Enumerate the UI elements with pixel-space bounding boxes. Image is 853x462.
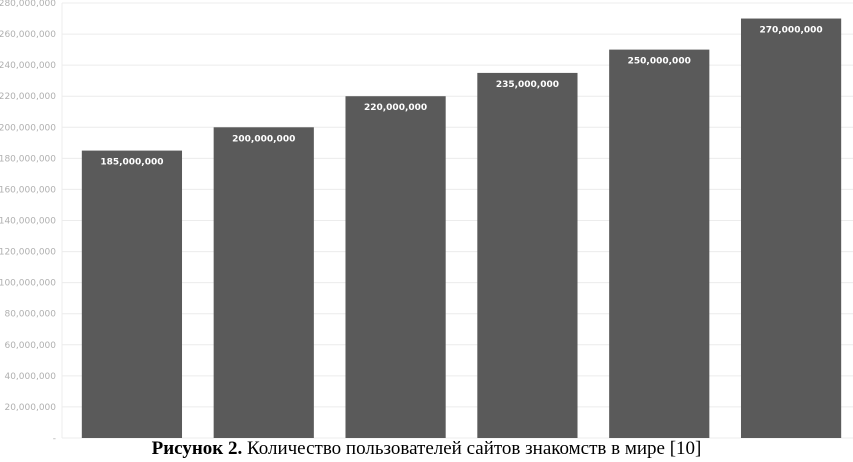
y-tick-label: 160,000,000 <box>0 185 56 195</box>
y-tick-label: 140,000,000 <box>0 217 56 227</box>
data-label: 270,000,000 <box>759 26 822 36</box>
bar <box>609 49 710 438</box>
data-label: 220,000,000 <box>364 103 427 113</box>
caption-label: Рисунок 2. <box>151 438 243 459</box>
y-tick-label: 40,000,000 <box>4 372 56 382</box>
bar <box>213 127 314 439</box>
data-label: 250,000,000 <box>628 57 691 67</box>
y-tick-label: 240,000,000 <box>0 61 56 71</box>
y-tick-label: 120,000,000 <box>0 248 56 258</box>
bar <box>345 96 446 438</box>
y-tick-label: 60,000,000 <box>4 341 56 351</box>
y-tick-label: 220,000,000 <box>0 92 56 102</box>
y-tick-label: - <box>53 434 56 444</box>
figure-caption: Рисунок 2. Количество пользователей сайт… <box>0 438 853 460</box>
data-label: 200,000,000 <box>232 134 295 144</box>
bar <box>477 72 578 439</box>
y-tick-label: 260,000,000 <box>0 30 56 40</box>
bar <box>740 18 842 439</box>
y-tick-label: 100,000,000 <box>0 279 56 289</box>
caption-text: Количество пользователей сайтов знакомст… <box>242 438 702 459</box>
bar <box>81 150 183 438</box>
y-tick-label: 180,000,000 <box>0 154 56 164</box>
data-label: 185,000,000 <box>100 158 163 168</box>
y-tick-label: 200,000,000 <box>0 123 56 133</box>
y-tick-label: 20,000,000 <box>4 403 56 413</box>
y-tick-label: 80,000,000 <box>4 310 56 320</box>
data-label: 235,000,000 <box>496 80 559 90</box>
y-tick-label: 280,000,000 <box>0 0 56 9</box>
